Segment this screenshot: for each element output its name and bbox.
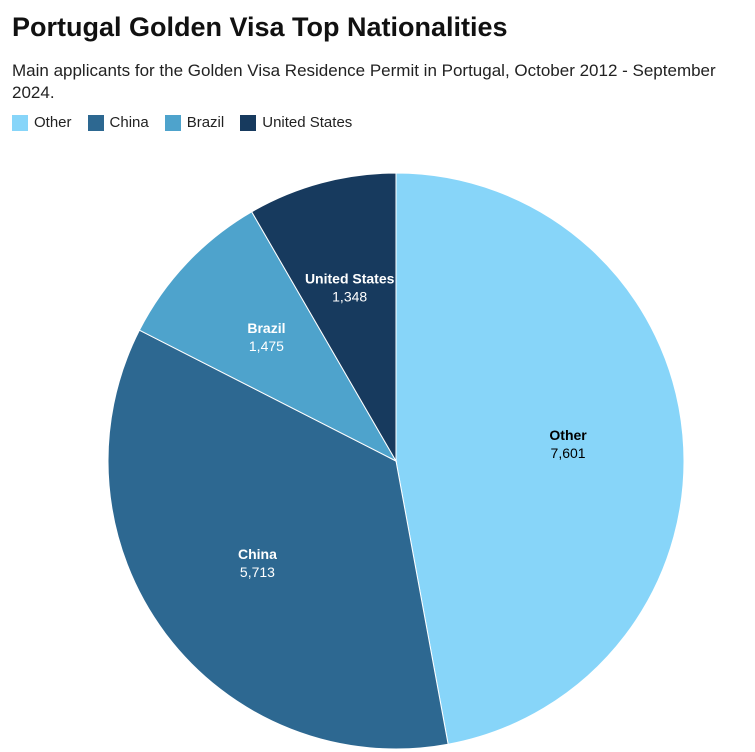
slice-label: Other: [549, 427, 587, 443]
value-label: 5,713: [240, 564, 275, 580]
pie-slice: [107, 329, 449, 750]
slice-label: United States: [305, 270, 395, 286]
slice-label: Brazil: [247, 320, 285, 336]
value-label: 1,475: [249, 338, 284, 354]
pie-slice: [395, 172, 685, 745]
legend-label: Other: [34, 114, 72, 131]
chart-title: Portugal Golden Visa Top Nationalities: [12, 12, 508, 42]
chart-subtitle: Main applicants for the Golden Visa Resi…: [12, 61, 716, 102]
legend-swatch: [164, 114, 181, 131]
legend-item: United States: [240, 114, 352, 131]
legend-swatch: [240, 114, 257, 131]
legend: Other China Brazil United States: [12, 114, 352, 131]
pie-slice: [138, 211, 398, 463]
legend-swatch: [12, 114, 28, 131]
legend-label: China: [109, 114, 149, 131]
legend-label: United States: [262, 114, 353, 131]
slice-label: China: [238, 546, 277, 562]
legend-swatch: [87, 114, 104, 131]
pie-slice: [251, 172, 397, 463]
value-label: 7,601: [551, 445, 586, 461]
legend-item: China: [87, 114, 149, 131]
legend-item: Brazil: [164, 114, 225, 131]
value-label: 1,348: [332, 288, 367, 304]
legend-item: Other: [12, 114, 72, 131]
legend-label: Brazil: [186, 114, 225, 131]
